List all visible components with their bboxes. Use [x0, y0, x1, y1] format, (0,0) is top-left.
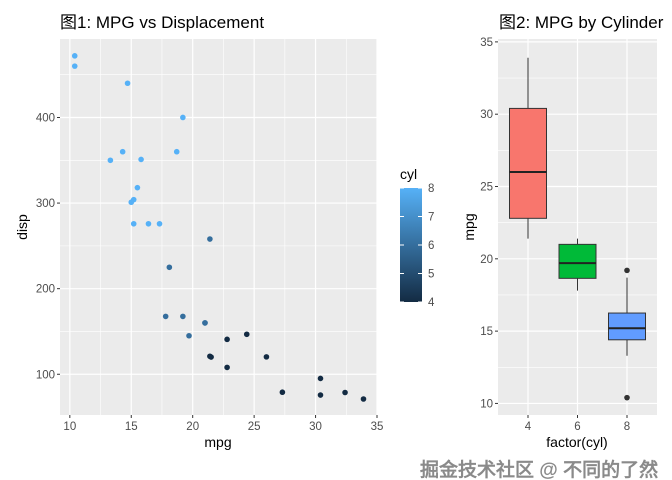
- chart2-box-4: [509, 107, 547, 219]
- chart1-point: [263, 354, 270, 360]
- chart2-xlabel: factor(cyl): [546, 434, 607, 450]
- chart1-point: [71, 63, 78, 69]
- legend-tick-label: 4: [428, 297, 435, 309]
- chart2-ytick-label: 25: [480, 182, 493, 194]
- chart1-point: [71, 53, 78, 59]
- chart1-xtick-label: 15: [125, 421, 138, 433]
- chart1-xtick-label: 25: [248, 421, 261, 433]
- chart2-outlier: [624, 394, 630, 401]
- chart1-point: [186, 332, 192, 339]
- chart1-point: [180, 114, 186, 121]
- chart2-title: 图2: MPG by Cylinder: [499, 13, 664, 32]
- chart1-xlabel: mpg: [204, 434, 231, 450]
- chart2-ytick-label: 30: [480, 109, 493, 121]
- chart1-ytick-label: 300: [36, 198, 55, 210]
- chart1-point: [243, 331, 250, 338]
- chart1-point: [156, 220, 163, 227]
- chart2-ytick-label: 20: [480, 254, 493, 266]
- chart2-xtick-label: 6: [574, 421, 580, 433]
- chart1-point: [224, 336, 230, 343]
- chart1-point: [360, 396, 367, 402]
- legend-title: cyl: [400, 166, 417, 182]
- chart2-ytick-label: 35: [480, 37, 493, 49]
- watermark: 掘金技术社区 @ 不同的了然: [420, 458, 658, 480]
- chart1-point: [279, 389, 286, 396]
- legend-tick-label: 5: [428, 269, 434, 281]
- legend-colorbar: [400, 188, 422, 302]
- chart1-ytick-label: 400: [36, 112, 55, 124]
- chart1-ytick-label: 200: [36, 284, 55, 296]
- chart2-box-6: [558, 243, 597, 279]
- chart1-point: [145, 220, 152, 227]
- chart1-point: [162, 313, 169, 320]
- chart2-ylabel: mpg: [461, 213, 477, 240]
- chart2-ytick-label: 10: [480, 398, 493, 410]
- chart1-ytick-label: 100: [36, 369, 55, 381]
- chart1-point: [134, 184, 141, 191]
- chart1-xtick-label: 20: [186, 421, 199, 433]
- chart1-xtick-label: 10: [63, 421, 76, 433]
- chart1-xtick-label: 30: [309, 421, 322, 433]
- legend-tick-label: 8: [428, 183, 434, 195]
- chart1-point: [173, 148, 180, 155]
- chart1-point: [166, 264, 173, 271]
- chart1-point: [180, 313, 186, 320]
- legend-tick-label: 6: [428, 240, 434, 252]
- chart2-ytick-label: 15: [480, 326, 493, 338]
- chart1-point: [342, 389, 348, 396]
- chart1-point: [107, 157, 114, 164]
- chart2-outlier: [624, 267, 630, 274]
- chart1-point: [207, 353, 213, 360]
- chart1-point: [130, 220, 137, 227]
- chart2-xtick-label: 8: [624, 421, 630, 433]
- chart1-point: [128, 199, 135, 206]
- chart1-panel: [60, 39, 377, 415]
- chart1-point: [317, 392, 324, 398]
- chart1-xtick-label: 35: [371, 421, 384, 433]
- chart1-point: [317, 375, 324, 382]
- chart2-box-8: [608, 312, 646, 341]
- chart1-point: [224, 364, 230, 371]
- chart1-ylabel: disp: [14, 214, 30, 240]
- legend-tick-label: 7: [428, 212, 434, 224]
- chart1-point: [138, 156, 144, 163]
- chart1-title: 图1: MPG vs Displacement: [60, 13, 264, 32]
- chart1-point: [202, 320, 208, 326]
- chart1-point: [119, 148, 126, 155]
- chart1-point: [124, 80, 131, 87]
- chart2-xtick-label: 4: [525, 421, 532, 433]
- chart1-point: [207, 236, 213, 242]
